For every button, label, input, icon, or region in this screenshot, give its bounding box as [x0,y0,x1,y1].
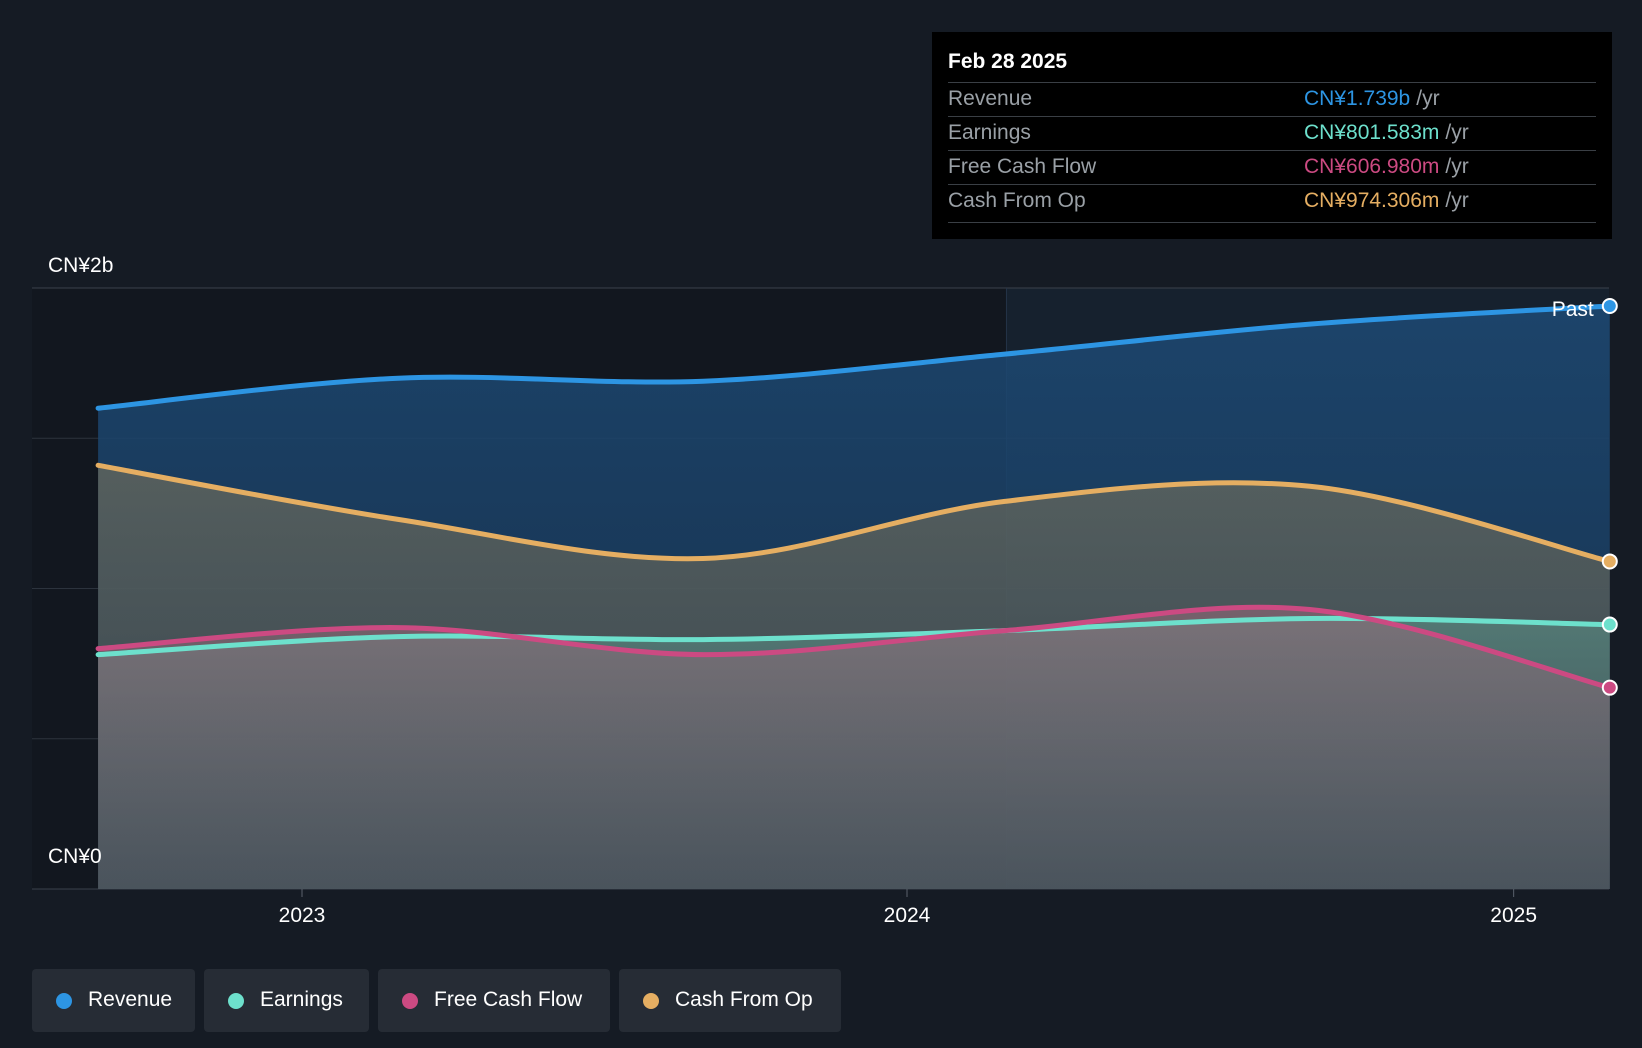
tooltip-divider [948,222,1596,223]
y-tick-label: CN¥0 [48,845,102,868]
past-marker-label: Past [1552,298,1594,321]
tooltip-label: Revenue [948,87,1033,110]
tooltip-label: Earnings [948,121,1031,144]
legend-item-cash-from-op[interactable]: Cash From Op [619,969,841,1032]
earnings-line [95,615,1613,658]
cash-from-op-line [95,462,1613,564]
legend-item-earnings[interactable]: Earnings [204,969,369,1032]
legend-dot-icon [402,993,418,1009]
y-tick-label: CN¥2b [48,254,113,277]
cash-from-op-end-point [1601,553,1618,570]
tooltip-row-revenue: Revenue CN¥1.739b/yr [948,82,1596,117]
tooltip-label: Free Cash Flow [948,155,1097,178]
tooltip-value: CN¥1.739b [1304,87,1411,110]
tooltip-value: CN¥801.583m [1304,121,1440,144]
tooltip-panel: Feb 28 2025 Revenue CN¥1.739b/yr Earning… [932,32,1612,239]
legend-label: Revenue [88,988,173,1011]
tooltip-date: Feb 28 2025 [948,50,1068,73]
legend-item-free-cash-flow[interactable]: Free Cash Flow [378,969,610,1032]
free-cash-flow-end-point [1601,679,1618,696]
tooltip-value: CN¥606.980m [1304,155,1440,178]
tooltip-value: CN¥974.306m [1304,189,1440,212]
x-tick-label: 2025 [1490,904,1537,927]
tooltip-row-cash-from-op: Cash From Op CN¥974.306m/yr [948,184,1596,219]
legend-label: Free Cash Flow [434,988,583,1011]
legend-label: Earnings [260,988,343,1011]
legend-dot-icon [228,993,244,1009]
free-cash-flow-line [95,604,1613,691]
legend-label: Cash From Op [675,988,813,1011]
tooltip-row-earnings: Earnings CN¥801.583m/yr [948,116,1596,151]
tooltip-unit: /yr [1445,121,1469,144]
tooltip-unit: /yr [1445,155,1469,178]
tooltip-unit: /yr [1416,87,1440,110]
legend-dot-icon [643,993,659,1009]
tooltip-row-free-cash-flow: Free Cash Flow CN¥606.980m/yr [948,150,1596,185]
tooltip-unit: /yr [1445,189,1469,212]
legend-item-revenue[interactable]: Revenue [32,969,195,1032]
tooltip-label: Cash From Op [948,189,1086,212]
free-cash-flow-area [98,607,1610,889]
x-tick-label: 2024 [884,904,931,927]
legend-dot-icon [56,993,72,1009]
x-tick-label: 2023 [279,904,326,927]
revenue-line [95,303,1613,411]
revenue-end-point [1601,298,1618,315]
earnings-end-point [1601,616,1618,633]
